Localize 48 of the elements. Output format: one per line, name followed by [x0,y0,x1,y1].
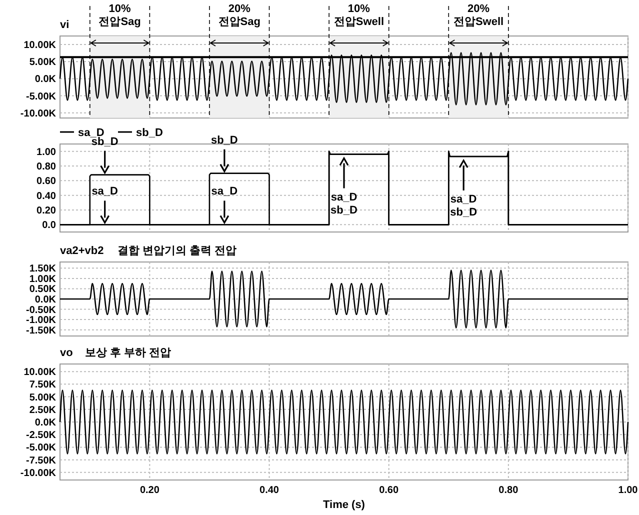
y-tick-label: 1.00K [29,274,57,285]
y-tick-label: 10.00K [24,367,57,378]
y-tick-label: -5.00K [26,91,57,102]
y-tick-label: 0.20 [36,206,56,216]
text: vo [60,347,74,359]
legend-label: sb_D [136,127,163,139]
y-tick-label: -10.00K [20,468,57,479]
x-tick-label: 0.60 [379,485,400,496]
x-tick-label: 1.00 [618,485,638,496]
y-tick-label: 5.00K [29,57,57,68]
annotation: sa_D sb_D [450,193,478,218]
annotation: sa_D sb_D [330,191,358,216]
band-label: 20% 전압Sag [218,3,260,28]
y-tick-label: 0.0 [42,220,56,232]
y-tick-label: 5.00K [29,392,57,404]
y-tick-label: 0.0K [34,294,57,306]
y-tick-label: 0.40 [36,190,56,202]
y-tick-label: 1.00 [36,146,56,158]
y-tick-label: -1.50K [26,325,57,336]
y-tick-label: 10.00K [24,40,57,52]
y-tick-label: -5.00K [26,442,57,454]
x-tick-label: 0.20 [140,485,160,496]
y-tick-label: -10.00K [20,108,57,120]
band-label: 20% 전압Swell [453,3,504,28]
annotation: sb_D [210,134,238,146]
annotation: sa_D [211,186,238,198]
annotation: sa_D [92,186,118,198]
y-tick-label: 2.50K [29,404,57,416]
y-tick-label: 7.50K [29,380,57,391]
y-tick-label: -7.50K [26,455,57,466]
y-tick-label: 0.50K [29,284,57,296]
chart-title: 결합 변압기의 출력 전압 [118,245,237,257]
y-tick-label: 0.0K [34,418,57,428]
band-label: 10% 전압Sag [98,3,141,28]
y-tick-label: 0.0K [34,74,57,86]
y-tick-label: -1.00K [26,315,57,326]
y-tick-label: 1.50K [29,264,57,275]
y-tick-label: 0.80 [36,162,56,172]
band-label: 10% 전압Swell [334,3,384,28]
x-tick-label: 0.80 [498,485,519,496]
chart-title: 보상 후 부하 전압 [85,347,172,359]
x-tick-label: 0.40 [260,485,280,496]
y-tick-label: -0.50K [26,304,57,316]
x-axis-title: Time (s) [323,499,366,511]
text: vi [60,19,70,31]
y-tick-label: -2.50K [26,430,57,442]
y-tick-label: 0.60 [36,176,56,188]
text: va2+vb2 [60,245,104,257]
